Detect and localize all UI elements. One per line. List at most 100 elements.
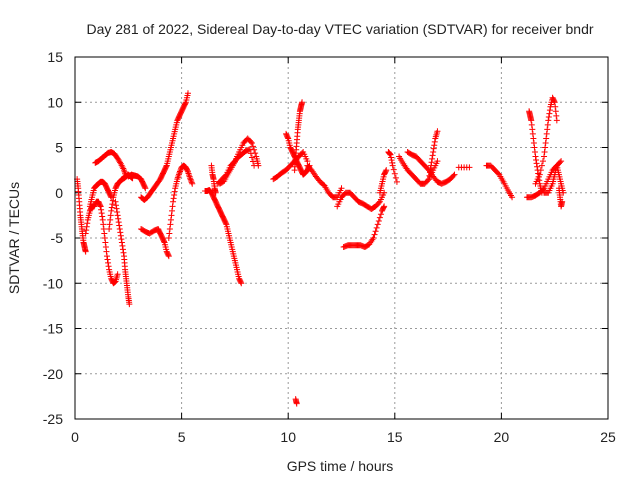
data-point [107,216,114,223]
data-point [169,207,176,214]
data-point [299,99,306,106]
data-point [114,208,121,215]
data-point [389,159,396,166]
data-point [101,235,108,241]
series-s19 [291,99,306,174]
y-tick-label: -5 [51,230,64,246]
data-point [108,204,115,211]
data-point [553,117,560,124]
data-point [375,199,382,206]
data-point [543,130,550,137]
data-point [105,259,112,266]
data-point [529,126,536,133]
data-point [167,216,174,223]
data-point [532,153,539,160]
data-point [109,197,116,204]
series-s1 [74,176,89,255]
data-point [383,167,390,174]
data-point [167,221,174,228]
data-point [246,146,253,153]
data-point [171,188,178,195]
data-point [552,103,559,110]
data-point [102,244,109,251]
data-point [536,171,543,178]
data-point [388,154,395,161]
data-point [393,178,400,185]
x-tick-label: 20 [494,429,510,445]
data-point [375,218,382,225]
data-point [171,192,178,199]
y-tick-label: 15 [47,49,63,65]
data-point [99,216,106,223]
data-point [238,280,245,287]
data-point [533,156,540,163]
data-point [103,248,110,255]
data-point [237,279,244,286]
data-point [165,251,172,258]
data-point [100,221,107,228]
data-point [546,110,553,117]
series-s24 [376,167,390,196]
data-point [428,159,435,166]
series-s33 [532,94,560,187]
data-point [176,169,183,176]
data-point [248,139,255,146]
data-point [531,149,538,156]
data-point [250,143,257,150]
data-point [553,112,560,119]
data-point [177,167,184,174]
data-point [118,236,125,243]
data-point [250,158,257,165]
x-tick-label: 15 [387,429,403,445]
data-point [189,180,196,187]
data-point [82,230,89,237]
data-point [542,144,549,151]
series-s10 [138,225,172,260]
y-tick-label: -20 [43,366,63,382]
data-point [98,210,105,217]
data-point [182,100,189,107]
data-point [98,206,105,213]
series-s13 [202,187,245,287]
data-point [251,162,258,169]
data-point [538,162,545,169]
data-point [212,189,219,196]
data-point [119,246,126,253]
data-point [376,214,383,221]
data-point [386,150,393,157]
data-point [114,271,121,278]
data-point [187,175,194,182]
data-point [374,221,381,228]
data-point [543,135,550,142]
data-point [112,198,119,205]
data-point [161,238,168,245]
data-point [188,177,195,184]
data-point [113,202,120,209]
data-point [530,139,537,146]
data-point [106,225,113,232]
data-point [424,177,431,184]
data-point [170,195,177,202]
y-tick-label: 5 [55,140,63,156]
data-point [528,121,535,128]
data-point [106,221,113,228]
data-point [117,229,124,236]
series-s30 [483,162,516,201]
data-point [119,242,126,249]
data-point [116,225,123,232]
data-point [188,179,195,186]
data-point [163,163,170,170]
data-point [105,263,112,270]
data-point [451,171,458,178]
data-point [544,121,551,128]
data-point [108,207,115,214]
data-point [539,158,546,165]
data-point [165,253,172,260]
series-s35 [555,185,566,210]
data-point [372,228,379,235]
data-point [426,172,433,179]
data-point [187,176,194,183]
series-s16 [216,146,258,187]
data-point [427,165,434,172]
data-point [371,231,378,238]
